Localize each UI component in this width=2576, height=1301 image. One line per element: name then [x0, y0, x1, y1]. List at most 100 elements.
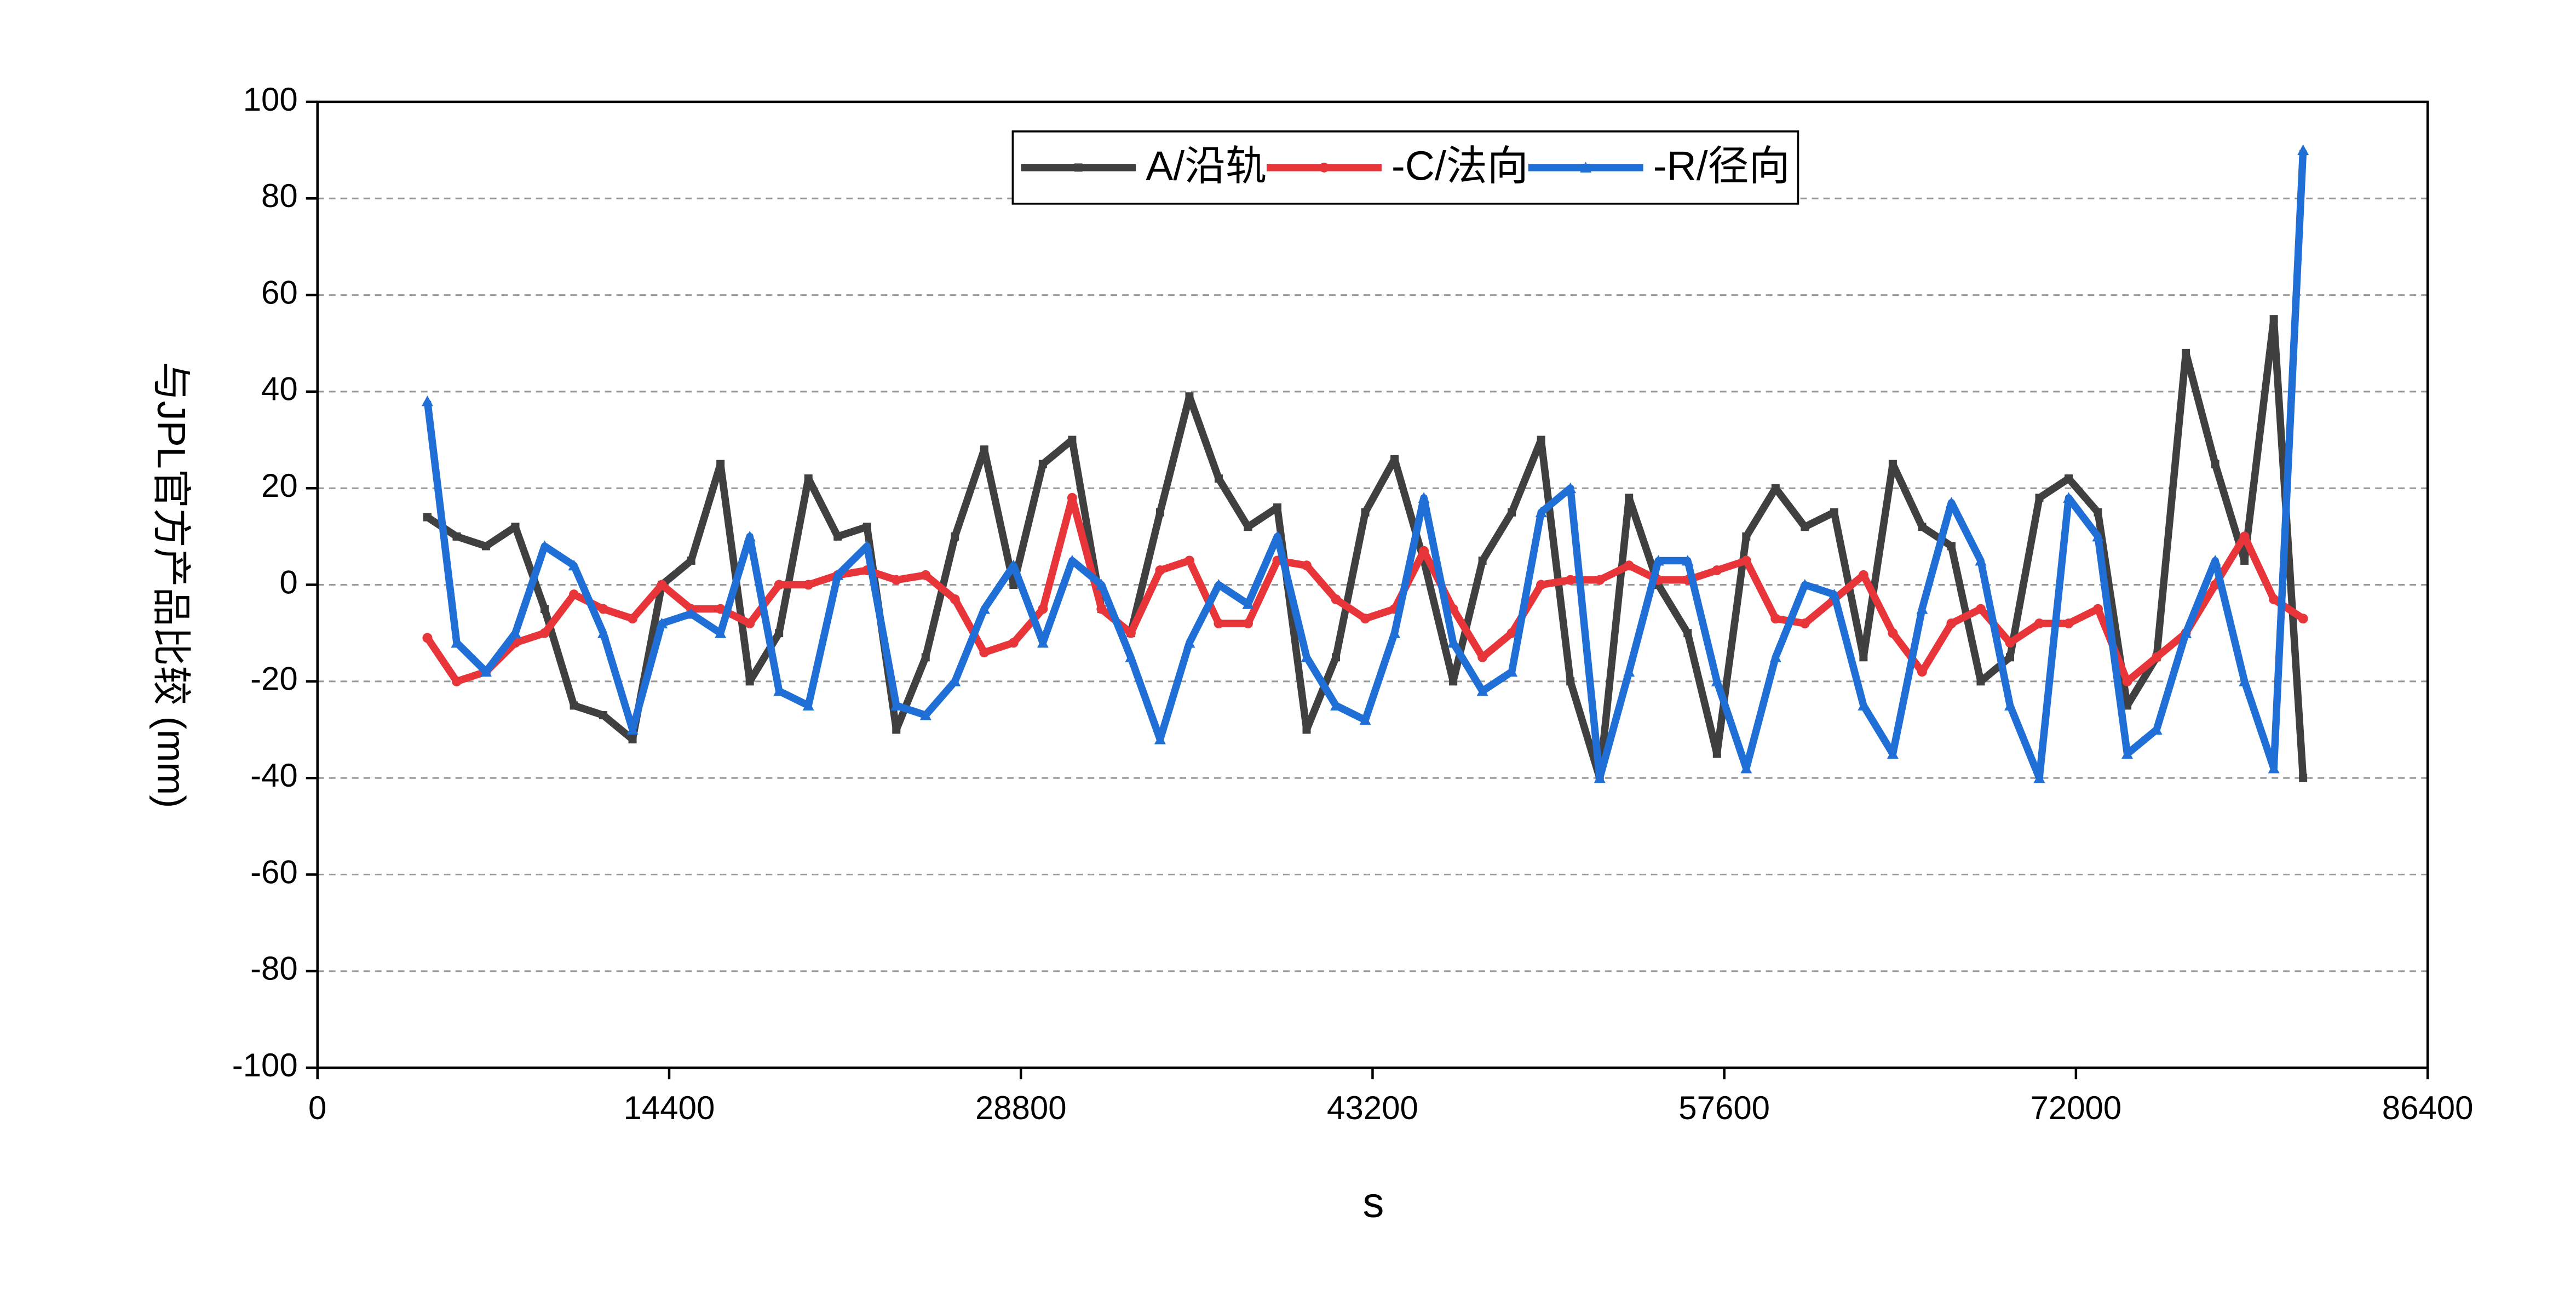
marker — [744, 530, 756, 542]
legend-item: -R/径向 — [1528, 143, 1790, 189]
marker — [1624, 560, 1634, 571]
marker — [2063, 618, 2074, 629]
marker — [773, 685, 785, 696]
marker — [540, 605, 549, 614]
marker — [715, 627, 727, 638]
x-tick-label: 86400 — [2382, 1090, 2474, 1126]
marker — [1858, 700, 1870, 710]
marker — [1888, 628, 1898, 638]
y-tick-label: 0 — [279, 564, 297, 600]
marker — [745, 677, 754, 686]
marker — [2239, 531, 2250, 542]
marker — [949, 675, 961, 686]
marker — [1945, 497, 1957, 508]
marker — [774, 580, 784, 590]
marker — [1359, 714, 1371, 725]
marker — [2298, 614, 2308, 624]
marker — [1273, 503, 1281, 512]
marker — [568, 559, 580, 571]
marker — [2035, 494, 2044, 502]
marker — [950, 594, 960, 604]
marker — [2063, 492, 2075, 503]
marker — [1537, 435, 1545, 444]
marker — [979, 647, 990, 657]
marker — [1390, 455, 1399, 463]
marker — [1887, 748, 1899, 759]
marker — [1565, 575, 1576, 585]
y-tick-label: 20 — [261, 467, 298, 504]
marker — [1332, 653, 1341, 662]
x-tick-label: 43200 — [1327, 1090, 1418, 1126]
marker — [1946, 618, 1957, 629]
marker — [1799, 579, 1811, 590]
marker — [481, 542, 490, 551]
marker — [1771, 484, 1780, 492]
marker — [539, 540, 551, 552]
marker — [1888, 460, 1897, 468]
marker — [1331, 594, 1341, 604]
legend: A/沿轨 -C/法向 -R/径向 — [1011, 130, 1799, 205]
marker — [1319, 162, 1329, 173]
legend-box — [1011, 130, 1799, 205]
marker — [1712, 565, 1722, 576]
marker — [804, 474, 813, 483]
marker — [1652, 554, 1664, 566]
marker — [1244, 523, 1252, 531]
marker — [2297, 144, 2309, 156]
marker — [1770, 614, 1781, 624]
marker — [1008, 638, 1019, 648]
marker — [451, 676, 462, 686]
y-tick-label: -80 — [250, 950, 298, 987]
marker — [1595, 575, 1605, 585]
marker — [2268, 763, 2280, 773]
marker — [2122, 676, 2132, 686]
marker — [1185, 392, 1194, 401]
marker — [2240, 556, 2249, 565]
marker — [890, 700, 902, 710]
marker — [423, 513, 432, 521]
marker — [1125, 628, 1136, 638]
marker — [1214, 474, 1223, 483]
marker — [1067, 492, 1077, 503]
marker — [1009, 581, 1018, 589]
marker — [1066, 554, 1078, 566]
marker — [1214, 618, 1224, 629]
marker — [2182, 348, 2190, 357]
marker — [1302, 725, 1311, 734]
marker — [1535, 506, 1547, 518]
marker — [1242, 598, 1254, 609]
marker — [2150, 724, 2163, 735]
marker — [1272, 530, 1283, 542]
marker — [480, 666, 492, 677]
marker — [570, 701, 578, 710]
marker — [1330, 700, 1342, 710]
marker — [1155, 508, 1164, 517]
x-tick-label: 14400 — [624, 1090, 715, 1126]
marker — [1419, 546, 1429, 556]
marker — [451, 637, 463, 648]
y-tick-label: 80 — [261, 177, 298, 214]
marker — [569, 589, 579, 600]
marker — [863, 523, 871, 531]
marker — [1976, 677, 1985, 686]
marker — [1623, 666, 1635, 677]
marker — [1154, 733, 1166, 744]
marker — [1712, 749, 1721, 758]
marker — [921, 653, 930, 662]
marker — [1565, 482, 1577, 494]
marker — [1828, 588, 1840, 600]
x-tick-label: 57600 — [1678, 1090, 1770, 1126]
marker — [833, 532, 842, 541]
marker — [1711, 675, 1723, 686]
marker — [1360, 614, 1371, 624]
marker — [1361, 508, 1370, 517]
marker — [1917, 667, 1927, 677]
marker — [685, 607, 697, 619]
marker — [2123, 701, 2132, 710]
marker — [980, 445, 988, 454]
marker — [1037, 637, 1049, 648]
marker — [1507, 628, 1517, 638]
marker — [1184, 555, 1194, 566]
marker — [628, 735, 637, 744]
